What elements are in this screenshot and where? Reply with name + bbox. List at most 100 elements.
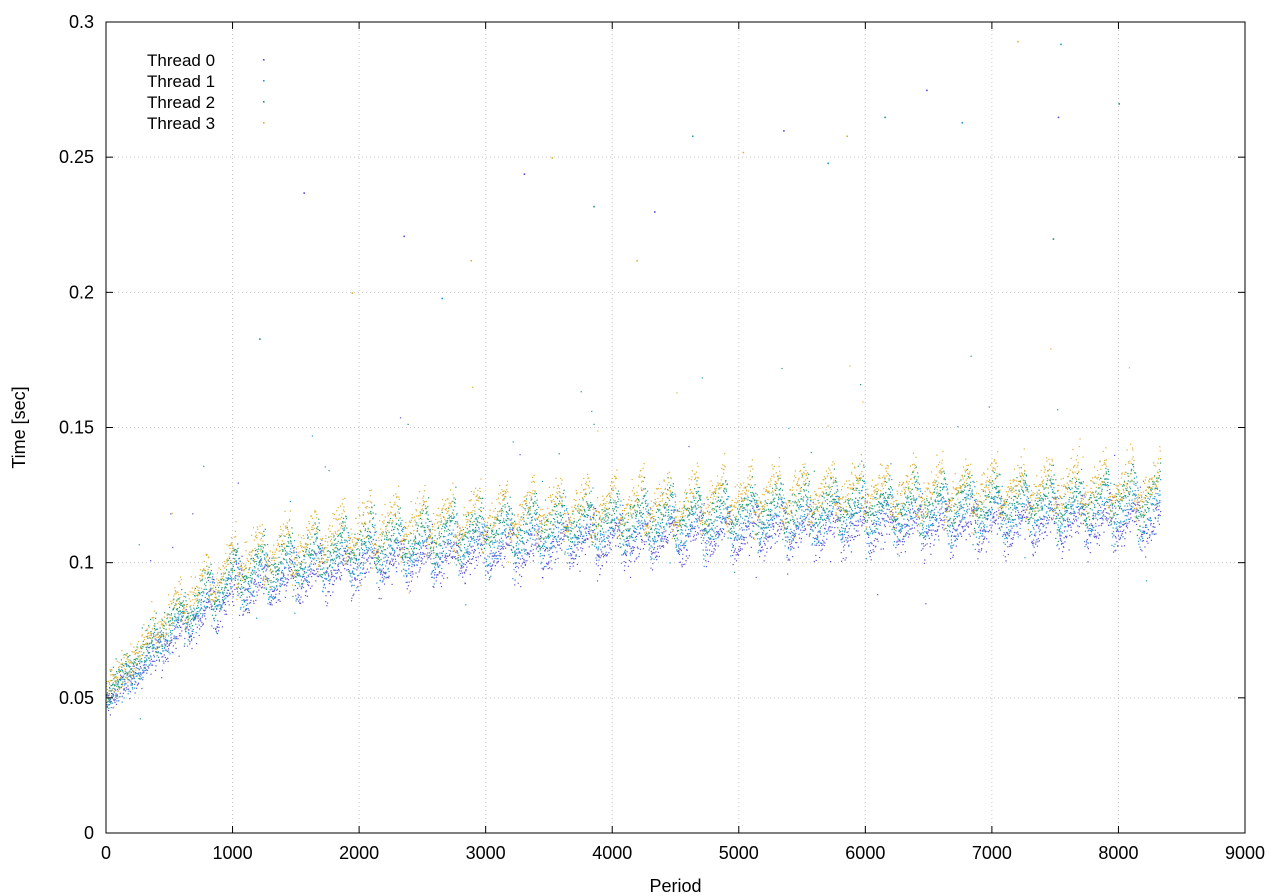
data-point <box>168 651 170 653</box>
data-point <box>824 542 826 544</box>
data-point <box>543 542 545 545</box>
data-point <box>572 565 574 567</box>
data-point <box>856 525 858 527</box>
data-point <box>713 551 715 553</box>
data-point <box>843 540 845 542</box>
data-point <box>310 571 312 573</box>
data-point <box>505 537 507 539</box>
data-point <box>573 561 575 564</box>
data-point <box>347 549 349 551</box>
data-point <box>778 516 780 518</box>
data-point <box>782 523 784 525</box>
data-point <box>925 603 927 605</box>
data-point <box>1016 525 1018 527</box>
data-point <box>238 557 241 559</box>
data-point <box>196 626 198 628</box>
data-point <box>959 523 961 526</box>
data-point <box>235 577 237 579</box>
data-point <box>190 627 192 629</box>
data-point <box>143 667 145 669</box>
data-point <box>805 517 807 519</box>
data-point <box>648 539 650 541</box>
data-point <box>595 563 597 565</box>
data-point <box>467 548 469 550</box>
data-point <box>349 572 351 574</box>
data-point <box>543 567 545 569</box>
data-point <box>484 574 487 576</box>
data-point <box>331 583 334 585</box>
data-point <box>926 525 928 527</box>
data-point <box>421 560 423 562</box>
data-point <box>827 517 829 519</box>
data-point <box>265 575 267 577</box>
data-point <box>877 540 879 542</box>
data-point <box>860 515 862 517</box>
data-point <box>645 499 647 501</box>
data-point <box>163 638 165 640</box>
data-point <box>515 552 517 554</box>
data-point <box>298 573 301 575</box>
data-point <box>597 565 599 567</box>
data-point <box>1140 535 1142 537</box>
data-point <box>223 609 225 611</box>
data-point <box>1123 529 1125 531</box>
data-point <box>174 642 176 644</box>
data-point <box>215 628 217 630</box>
data-point <box>970 521 972 523</box>
data-point <box>204 606 206 608</box>
data-point <box>650 556 652 558</box>
data-point <box>939 495 941 497</box>
data-point <box>649 513 651 515</box>
data-point <box>910 501 913 503</box>
data-point <box>900 528 902 530</box>
data-point <box>1093 517 1095 519</box>
data-point <box>286 551 288 553</box>
data-point <box>209 581 211 583</box>
data-point <box>936 530 938 532</box>
data-point <box>216 626 218 628</box>
data-point <box>189 620 192 622</box>
data-point <box>922 527 924 529</box>
data-point <box>764 542 766 545</box>
data-point <box>562 528 564 530</box>
data-point <box>912 532 914 535</box>
data-point <box>365 546 367 548</box>
data-point <box>126 665 128 667</box>
data-point <box>109 698 111 700</box>
data-point <box>979 529 981 531</box>
data-point <box>521 555 523 557</box>
data-point <box>216 633 219 635</box>
data-point <box>678 551 680 553</box>
data-point <box>1093 535 1095 537</box>
data-point <box>1010 538 1012 540</box>
data-point <box>300 596 302 598</box>
data-point <box>952 556 954 558</box>
data-point <box>221 626 223 628</box>
data-point <box>395 539 397 541</box>
data-point <box>505 535 507 537</box>
data-point <box>688 536 690 538</box>
data-point <box>736 539 738 541</box>
data-point <box>730 537 732 539</box>
data-point <box>726 498 728 501</box>
data-point <box>538 528 540 530</box>
data-point <box>299 599 301 601</box>
data-point <box>875 522 877 524</box>
data-point <box>434 572 436 574</box>
data-point <box>164 649 166 651</box>
data-point <box>303 580 305 582</box>
data-point <box>605 531 607 533</box>
data-point <box>755 492 757 494</box>
data-point <box>506 515 508 518</box>
data-point <box>1078 508 1080 511</box>
data-point <box>427 557 429 559</box>
data-point <box>1069 534 1071 537</box>
data-point <box>918 496 920 498</box>
data-point <box>626 544 628 546</box>
data-point <box>639 532 641 535</box>
data-point <box>353 554 355 556</box>
data-point <box>828 527 830 529</box>
data-point <box>254 570 256 572</box>
data-point <box>387 547 389 549</box>
data-point <box>606 561 608 563</box>
